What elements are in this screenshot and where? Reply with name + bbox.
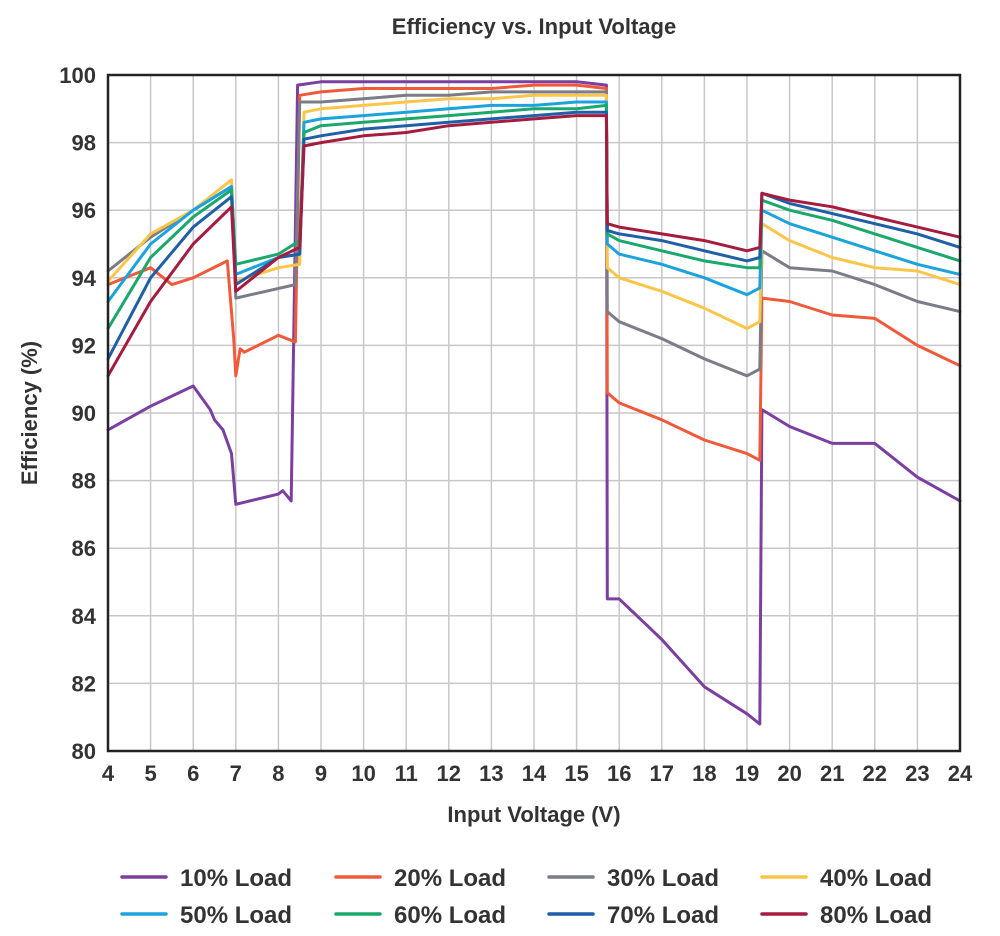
legend-label: 10% Load <box>180 865 292 892</box>
x-tick-label: 20 <box>777 761 801 786</box>
legend-item-10-load: 10% Load <box>120 865 292 892</box>
series-line-60-load <box>106 103 962 330</box>
legend-label: 30% Load <box>607 865 719 892</box>
series-line-50-load <box>106 100 962 303</box>
y-tick-label: 96 <box>72 198 96 223</box>
legend-label: 40% Load <box>820 865 932 892</box>
legend-label: 50% Load <box>180 902 292 929</box>
y-tick-label: 88 <box>72 469 96 494</box>
y-axis-label: Efficiency (%) <box>17 341 42 485</box>
chart-title: Efficiency vs. Input Voltage <box>392 14 676 39</box>
legend-item-60-load: 60% Load <box>334 902 506 929</box>
y-tick-label: 92 <box>72 333 96 358</box>
legend-label: 70% Load <box>607 902 719 929</box>
legend-label: 60% Load <box>394 902 506 929</box>
x-tick-label: 22 <box>863 761 887 786</box>
x-tick-label: 4 <box>102 761 115 786</box>
plot-frame <box>106 73 962 753</box>
legend-item-20-load: 20% Load <box>334 865 506 892</box>
series-lines <box>106 80 962 726</box>
x-tick-label: 24 <box>948 761 973 786</box>
x-tick-label: 9 <box>315 761 327 786</box>
y-tick-label: 80 <box>72 739 96 764</box>
y-tick-label: 94 <box>72 266 97 291</box>
series-line-30-load <box>106 90 962 378</box>
legend-item-80-load: 80% Load <box>760 902 932 929</box>
legend-item-40-load: 40% Load <box>760 865 932 892</box>
x-tick-label: 8 <box>272 761 284 786</box>
series-line-10-load <box>106 80 962 726</box>
x-tick-label: 5 <box>144 761 156 786</box>
x-tick-label: 6 <box>187 761 199 786</box>
y-tick-label: 98 <box>72 131 96 156</box>
x-tick-label: 14 <box>522 761 547 786</box>
x-tick-label: 23 <box>905 761 929 786</box>
y-tick-label: 82 <box>72 671 96 696</box>
x-tick-label: 18 <box>692 761 716 786</box>
x-tick-label: 19 <box>735 761 759 786</box>
x-tick-label: 15 <box>564 761 588 786</box>
x-tick-label: 13 <box>479 761 503 786</box>
x-tick-label: 7 <box>230 761 242 786</box>
x-tick-label: 12 <box>437 761 461 786</box>
series-line-70-load <box>106 110 962 361</box>
legend-item-50-load: 50% Load <box>120 902 292 929</box>
legend-label: 20% Load <box>394 865 506 892</box>
grid <box>107 74 961 752</box>
legend-label: 80% Load <box>820 902 932 929</box>
series-line-80-load <box>106 114 962 378</box>
y-tick-labels: 80 82 84 86 88 90 92 94 96 98 100 <box>59 63 96 764</box>
legend-item-30-load: 30% Load <box>547 865 719 892</box>
x-tick-label: 10 <box>351 761 375 786</box>
legend: 10% Load 20% Load 30% Load 40% Load 50% Load… <box>120 865 932 929</box>
x-tick-label: 16 <box>607 761 631 786</box>
legend-item-70-load: 70% Load <box>547 902 719 929</box>
x-tick-label: 17 <box>650 761 674 786</box>
x-tick-labels: 4 5 6 7 8 9 10 11 12 13 14 15 16 17 18 19 20 21 22 23 24 <box>102 761 973 786</box>
x-axis-label: Input Voltage (V) <box>447 802 620 827</box>
x-tick-label: 11 <box>395 761 418 786</box>
y-tick-label: 100 <box>59 63 96 88</box>
y-tick-label: 86 <box>72 536 96 561</box>
y-tick-label: 90 <box>72 401 96 426</box>
y-tick-label: 84 <box>72 604 97 629</box>
x-tick-label: 21 <box>820 761 844 786</box>
